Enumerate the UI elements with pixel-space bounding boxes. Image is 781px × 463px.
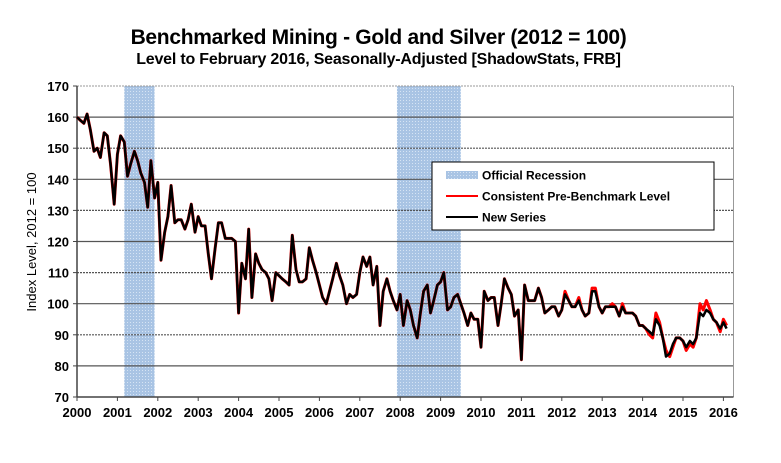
y-tick-label: 100 <box>47 297 69 312</box>
x-tick-label: 2012 <box>547 405 576 420</box>
x-tick-label: 2006 <box>305 405 334 420</box>
chart-subtitle: Level to February 2016, Seasonally-Adjus… <box>136 51 621 68</box>
x-tick-label: 2010 <box>467 405 496 420</box>
y-tick-label: 110 <box>48 266 69 281</box>
x-tick-label: 2007 <box>345 405 374 420</box>
x-tick-label: 2011 <box>507 405 535 420</box>
x-tick-label: 2013 <box>588 405 617 420</box>
x-tick-label: 2014 <box>628 405 658 420</box>
x-tick-label: 2000 <box>63 405 92 420</box>
x-tick-label: 2009 <box>426 405 455 420</box>
y-tick-label: 130 <box>47 203 69 218</box>
legend-label: Consistent Pre-Benchmark Level <box>482 190 670 204</box>
gridlines-group <box>77 85 734 367</box>
legend-label: Official Recession <box>482 169 586 183</box>
x-tick-label: 2015 <box>669 405 698 420</box>
axes-group: 70 80 90 100 110 120 130 140 150 160 170 2000 2001 20… <box>47 79 738 420</box>
chart-title: Benchmarked Mining - Gold and Silver (20… <box>130 26 627 49</box>
y-tick-label: 70 <box>55 390 69 405</box>
y-tick-label: 170 <box>47 79 69 94</box>
x-tick-label: 2005 <box>265 405 294 420</box>
y-tick-label: 90 <box>55 328 69 343</box>
x-tick-label: 2003 <box>184 405 213 420</box>
series-line-new-series <box>76 112 728 361</box>
x-tick-label: 2002 <box>143 405 172 420</box>
legend: Official Recession Consistent Pre-Benchma… <box>431 161 715 231</box>
y-axis-label: Index Level, 2012 = 100 <box>24 172 39 311</box>
y-tick-label: 160 <box>47 110 69 125</box>
x-tick-label: 2004 <box>224 405 254 420</box>
x-tick-label: 2001 <box>103 405 132 420</box>
y-tick-label: 150 <box>47 141 69 156</box>
y-tick-label: 120 <box>47 235 69 250</box>
series-group <box>75 112 728 362</box>
legend-swatch-recession <box>446 171 478 179</box>
legend-box <box>431 161 715 231</box>
y-tick-label: 80 <box>55 359 69 374</box>
x-tick-label: 2016 <box>709 405 738 420</box>
x-tick-label: 2008 <box>386 405 415 420</box>
y-tick-label: 140 <box>47 172 69 187</box>
legend-label: New Series <box>482 211 546 225</box>
